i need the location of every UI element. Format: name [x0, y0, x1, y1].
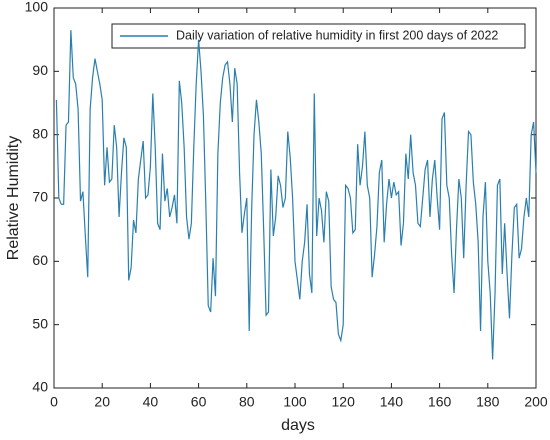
x-tick-label: 60: [191, 394, 207, 410]
x-tick-label: 80: [239, 394, 255, 410]
legend-label: Daily variation of relative humidity in …: [176, 28, 498, 42]
y-tick-label: 80: [32, 125, 48, 141]
x-tick-label: 100: [283, 394, 307, 410]
y-tick-label: 40: [32, 379, 48, 395]
x-tick-label: 140: [380, 394, 404, 410]
x-tick-label: 200: [524, 394, 548, 410]
plot-frame: [53, 7, 537, 389]
legend-box: [111, 23, 526, 49]
y-tick-label: 100: [25, 0, 49, 15]
x-tick-label: 40: [143, 394, 159, 410]
x-tick-label: 180: [476, 394, 500, 410]
y-tick-label: 90: [32, 62, 48, 78]
x-axis-label: days: [281, 417, 315, 434]
data-line: [55, 30, 537, 360]
x-tick-label: 120: [332, 394, 356, 410]
y-tick-label: 70: [32, 189, 48, 205]
y-axis-label: Relative Humidity: [5, 136, 22, 260]
x-tick-label: 20: [94, 394, 110, 410]
y-tick-label: 50: [32, 315, 48, 331]
x-tick-label: 160: [428, 394, 452, 410]
y-tick-label: 60: [32, 252, 48, 268]
x-tick-label: 0: [50, 394, 58, 410]
